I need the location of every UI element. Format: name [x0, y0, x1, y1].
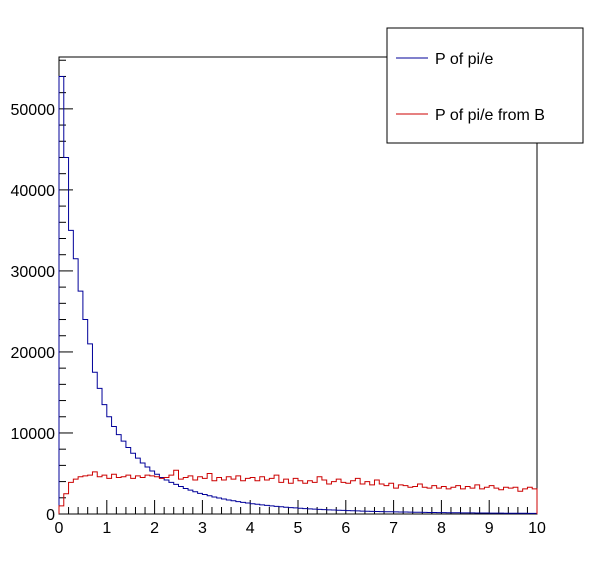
- x-tick-labels: 0 1 2 3 4 5 6 7 8 9 10: [55, 520, 546, 537]
- x-tick-label: 10: [528, 520, 546, 537]
- x-tick-label: 6: [341, 520, 350, 537]
- legend-label-2: P of pi/e from B: [435, 107, 545, 124]
- series-line-2: [58, 469, 538, 514]
- y-tick-label: 50000: [11, 102, 56, 119]
- x-tick-label: 2: [150, 520, 159, 537]
- series-line-1: [58, 75, 538, 514]
- x-tick-label: 8: [437, 520, 446, 537]
- y-tick-label: 0: [46, 507, 55, 524]
- legend-label-1: P of pi/e: [435, 51, 494, 68]
- legend-box: [386, 27, 584, 144]
- y-tick-label: 10000: [11, 426, 56, 443]
- y-tick-labels: 0 10000 20000 30000 40000 50000: [11, 102, 56, 524]
- x-tick-label: 0: [55, 520, 64, 537]
- y-tick-label: 40000: [11, 183, 56, 200]
- y-tick-label: 20000: [11, 345, 56, 362]
- x-tick-label: 5: [294, 520, 303, 537]
- x-tick-label: 9: [485, 520, 494, 537]
- axis-ticks: [58, 59, 538, 515]
- legend: P of pi/e P of pi/e from B: [386, 27, 584, 144]
- x-tick-label: 3: [198, 520, 207, 537]
- x-tick-label: 1: [102, 520, 111, 537]
- series-lines: [58, 75, 538, 514]
- x-tick-label: 4: [246, 520, 255, 537]
- y-tick-label: 30000: [11, 264, 56, 281]
- x-tick-label: 7: [389, 520, 398, 537]
